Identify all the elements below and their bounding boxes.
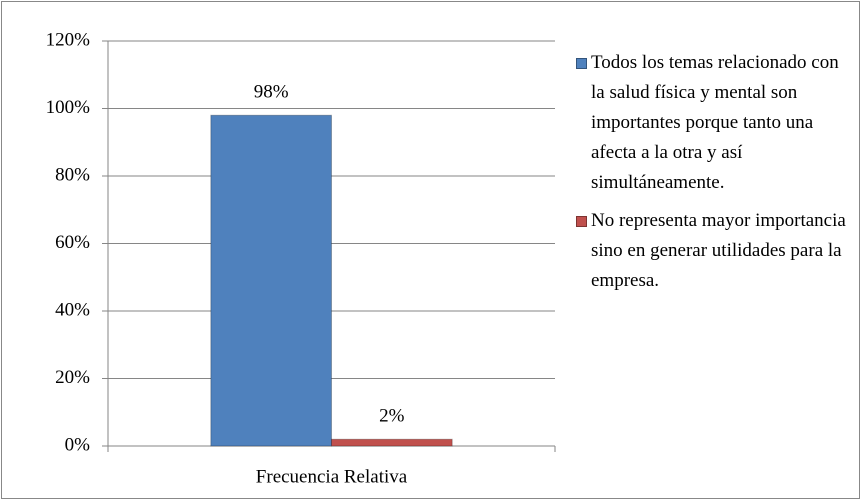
y-tick-label: 40%: [55, 299, 90, 320]
y-tick-label: 0%: [65, 434, 91, 455]
legend-swatch: [576, 58, 587, 69]
y-tick-label: 80%: [55, 164, 90, 185]
legend-entry: No representa mayor importancia sino en …: [576, 206, 846, 296]
legend: Todos los temas relacionado con la salud…: [576, 48, 846, 304]
legend-label: No representa mayor importancia sino en …: [591, 210, 846, 291]
legend-entry: Todos los temas relacionado con la salud…: [576, 48, 846, 198]
bar: [210, 114, 332, 447]
data-label: 98%: [254, 82, 289, 103]
x-tick-label: Frecuencia Relativa: [256, 466, 408, 487]
y-tick-label: 60%: [55, 232, 90, 253]
legend-swatch: [576, 216, 587, 227]
data-label: 2%: [379, 406, 405, 427]
y-tick-label: 100%: [46, 97, 91, 118]
legend-label: Todos los temas relacionado con la salud…: [591, 52, 839, 193]
bar: [331, 438, 453, 447]
y-tick-label: 120%: [46, 29, 91, 50]
y-tick-label: 20%: [55, 367, 90, 388]
